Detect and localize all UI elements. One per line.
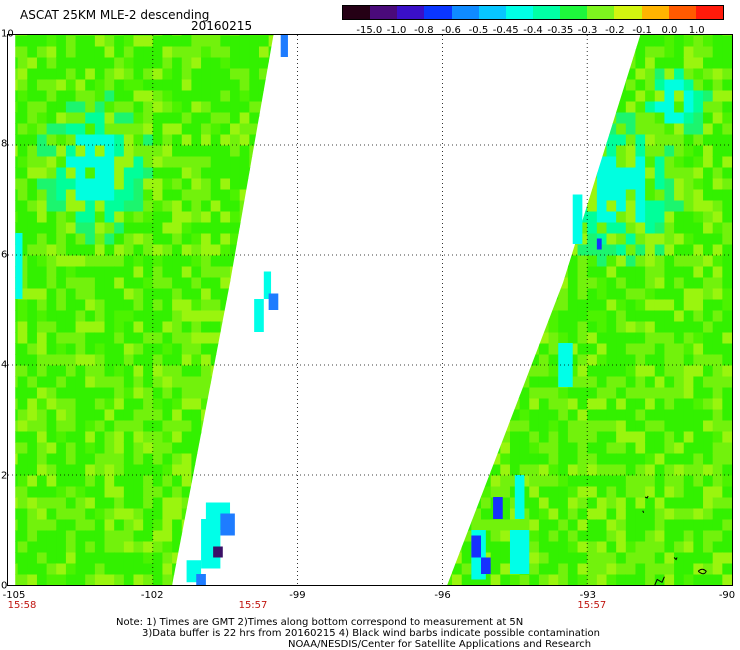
- note-line-3: NOAA/NESDIS/Center for Satellite Applica…: [288, 639, 592, 650]
- latitude-label: 8: [1, 138, 8, 150]
- time-label: 15:57: [577, 600, 607, 611]
- longitude-label: -90: [718, 590, 736, 601]
- colorbar-segment: [614, 6, 642, 19]
- colorbar-segment: [695, 6, 723, 19]
- grid-lines: [8, 35, 732, 585]
- colorbar-tick-label: 1.0: [688, 25, 705, 36]
- note-line-1: Note: 1) Times are GMT 2)Times along bot…: [116, 617, 524, 628]
- colorbar-segment: [641, 6, 669, 19]
- colorbar-tick-label: -1.0: [386, 25, 407, 36]
- colorbar-segment: [478, 6, 506, 19]
- time-label: 15:57: [238, 600, 268, 611]
- colorbar-tick-label: 0.0: [661, 25, 678, 36]
- coastline: [642, 495, 707, 585]
- longitude-label: -102: [140, 590, 164, 601]
- colorbar-tick-label: -0.45: [492, 25, 519, 36]
- colorbar-segment: [505, 6, 533, 19]
- colorbar-segment: [532, 6, 561, 19]
- latitude-label: 0: [1, 580, 8, 592]
- colorbar-segment: [397, 6, 425, 19]
- colorbar-tick-label: -0.8: [414, 25, 434, 36]
- longitude-label: -96: [434, 590, 451, 601]
- map-svg: [8, 35, 732, 585]
- colorbar-segment: [668, 6, 696, 19]
- colorbar-tick-label: -0.35: [547, 25, 574, 36]
- colorbar: [342, 5, 724, 20]
- map-plot-area: [7, 34, 733, 586]
- colorbar-tick-label: -0.4: [523, 25, 543, 36]
- colorbar-tick-label: -15.0: [356, 25, 383, 36]
- east-edge-blue: [471, 238, 602, 574]
- colorbar-segment: [343, 6, 371, 19]
- colorbar-segment: [424, 6, 452, 19]
- colorbar-tick-label: -0.2: [605, 25, 625, 36]
- latitude-label: 2: [1, 470, 8, 482]
- colorbar-tick-label: -0.3: [577, 25, 598, 36]
- longitude-label: -105: [2, 590, 26, 601]
- west-edge-dark: [213, 546, 223, 558]
- colorbar-tick-label: -0.5: [468, 25, 489, 36]
- colorbar-segment: [560, 6, 588, 19]
- colorbar-segment: [587, 6, 615, 19]
- longitude-label: -99: [289, 590, 306, 601]
- colorbar-tick-label: -0.1: [632, 25, 652, 36]
- colorbar-tick-label: -0.6: [441, 25, 461, 36]
- colorbar-segment: [370, 6, 398, 19]
- map-title: ASCAT 25KM MLE-2 descending: [20, 8, 210, 22]
- longitude-label: -93: [579, 590, 596, 601]
- map-date: 20160215: [191, 19, 253, 33]
- latitude-label: 6: [1, 249, 8, 261]
- swath-east: [447, 35, 732, 585]
- latitude-label: 4: [1, 359, 8, 371]
- note-line-2: 3)Data buffer is 22 hrs from 20160215 4)…: [142, 628, 600, 639]
- west-edge-blue: [196, 35, 288, 585]
- colorbar-segment: [451, 6, 479, 19]
- time-label: 15:58: [7, 600, 37, 611]
- latitude-label: 10: [1, 28, 14, 40]
